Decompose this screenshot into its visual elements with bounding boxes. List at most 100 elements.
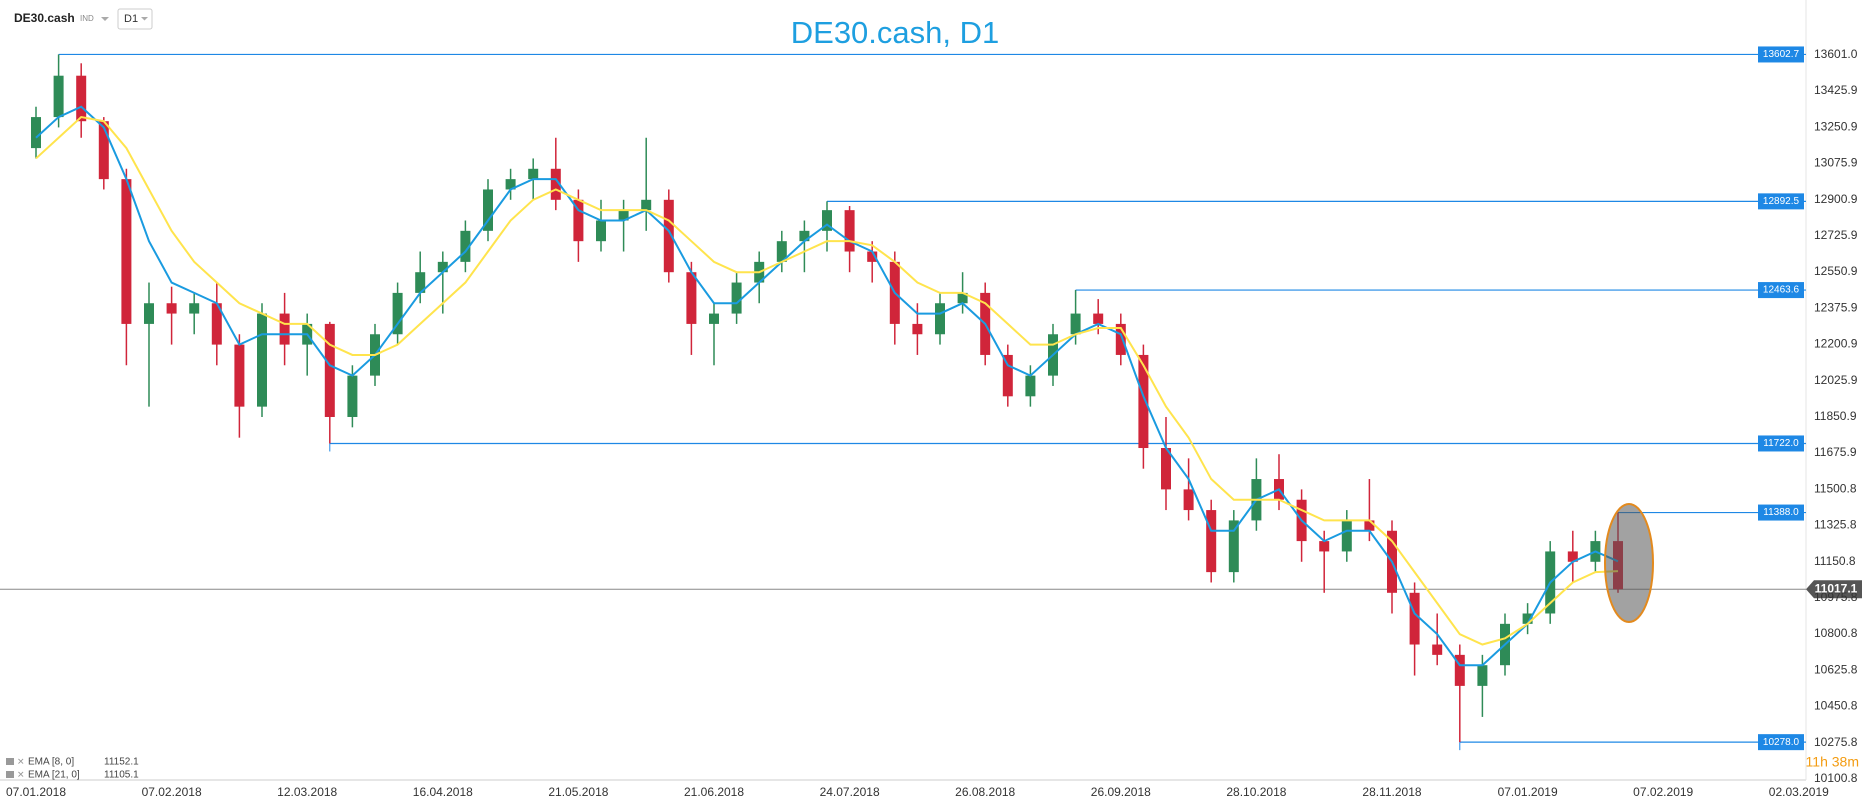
candle-body: [1183, 489, 1194, 511]
x-tick-label: 28.11.2018: [1362, 785, 1421, 799]
level-label: 12892.5: [1763, 196, 1800, 207]
candle-body: [1567, 551, 1578, 562]
candle-body: [799, 230, 810, 242]
y-tick-label: 12025.9: [1814, 373, 1858, 387]
x-tick-label: 07.01.2019: [1498, 785, 1558, 799]
candle-body: [392, 292, 403, 335]
x-tick-label: 24.07.2018: [820, 785, 880, 799]
ema-line: [35, 105, 1619, 667]
interval[interactable]: D1: [124, 13, 138, 25]
candle-body: [53, 75, 64, 118]
candle-body: [1025, 375, 1036, 397]
level-label: 11722.0: [1763, 438, 1799, 449]
candle-body: [234, 344, 245, 407]
candle-body: [1161, 448, 1171, 490]
last-price-label: 11017.1: [1815, 581, 1858, 595]
candle-body: [550, 168, 561, 200]
y-tick-label: 12550.9: [1814, 264, 1858, 278]
x-tick-label: 16.04.2018: [413, 785, 473, 799]
countdown: 11h 38m: [1806, 754, 1859, 770]
candle-body: [1206, 510, 1217, 573]
candle-body: [1319, 541, 1330, 552]
candle-body: [1115, 323, 1126, 355]
level-label: 10278.0: [1763, 737, 1800, 748]
market-caret[interactable]: [101, 17, 109, 21]
candle-body: [324, 323, 335, 417]
level-label: 12463.6: [1763, 285, 1800, 296]
y-tick-label: 10975.8: [1814, 590, 1858, 604]
y-tick-label: 12725.9: [1814, 228, 1858, 242]
legend-icon: [6, 771, 14, 778]
x-tick-label: 02.03.2019: [1769, 785, 1829, 799]
interval-caret[interactable]: [141, 17, 148, 21]
candle-body: [1432, 644, 1443, 655]
candle-body: [1070, 313, 1081, 335]
y-tick-label: 12375.9: [1814, 300, 1858, 314]
y-tick-label: 10450.8: [1814, 699, 1858, 713]
candle-body: [844, 210, 855, 252]
y-tick-label: 12900.9: [1814, 192, 1858, 206]
level-badge: [1758, 193, 1804, 210]
x-tick-label: 21.05.2018: [548, 785, 608, 799]
y-tick-label: 11150.8: [1814, 554, 1856, 568]
x-tick-label: 07.02.2019: [1633, 785, 1693, 799]
level-badge: [1758, 734, 1804, 751]
candle-body: [415, 272, 426, 293]
candle-body: [1522, 613, 1533, 624]
candle-body: [257, 313, 267, 407]
ema-line: [35, 115, 1619, 646]
candle-body: [776, 241, 787, 262]
legend-close: ✕: [17, 756, 25, 766]
candle-body: [731, 282, 742, 314]
x-tick-label: 21.06.2018: [684, 785, 744, 799]
candle-body: [957, 292, 968, 304]
legend-value: 11152.1: [104, 757, 139, 768]
candle-body: [709, 313, 719, 324]
y-tick-label: 13601.0: [1814, 47, 1858, 61]
y-tick-label: 11325.8: [1814, 518, 1857, 532]
candle-body: [121, 179, 132, 324]
candle-body: [596, 220, 606, 242]
candle-body: [663, 199, 674, 273]
y-tick-label: 11675.9: [1814, 445, 1857, 459]
x-tick-label: 07.01.2018: [6, 785, 66, 799]
candle-body: [686, 272, 697, 324]
symbol: DE30.cash: [14, 11, 75, 25]
candle-body: [279, 313, 290, 345]
level-label: 11388.0: [1763, 507, 1799, 518]
level-badge: [1758, 435, 1804, 452]
level-badge: [1758, 282, 1804, 299]
candle-body: [641, 199, 652, 211]
x-tick-label: 26.08.2018: [955, 785, 1015, 799]
y-tick-label: 10625.8: [1814, 662, 1858, 676]
candle-body: [189, 303, 200, 314]
y-tick-label: 11500.8: [1814, 481, 1857, 495]
x-tick-label: 26.09.2018: [1091, 785, 1151, 799]
candle-body: [1409, 592, 1420, 645]
legend-icon: [6, 758, 14, 765]
candle-body: [912, 323, 923, 335]
candle-body: [1477, 665, 1488, 686]
candle-body: [211, 303, 222, 345]
candle-body: [573, 199, 584, 242]
candle-body: [1002, 354, 1013, 397]
candle-body: [867, 251, 878, 262]
level-badge: [1758, 504, 1804, 521]
highlight-ellipse: [1604, 503, 1654, 623]
candle-body: [76, 75, 87, 122]
y-tick-label: 10275.8: [1814, 735, 1858, 749]
y-tick-label: 13250.9: [1814, 119, 1858, 133]
candle-body: [98, 121, 109, 180]
interval-select[interactable]: [117, 8, 153, 30]
candle-body: [1228, 520, 1239, 573]
candle-body: [437, 261, 448, 273]
level-badge: [1758, 46, 1804, 63]
y-tick-label: 11850.9: [1814, 409, 1857, 423]
x-tick-label: 07.02.2018: [142, 785, 202, 799]
candle-body: [31, 117, 41, 149]
candle-body: [1454, 654, 1465, 686]
legend-value: 11105.1: [104, 770, 139, 781]
y-tick-label: 10100.8: [1814, 771, 1858, 785]
